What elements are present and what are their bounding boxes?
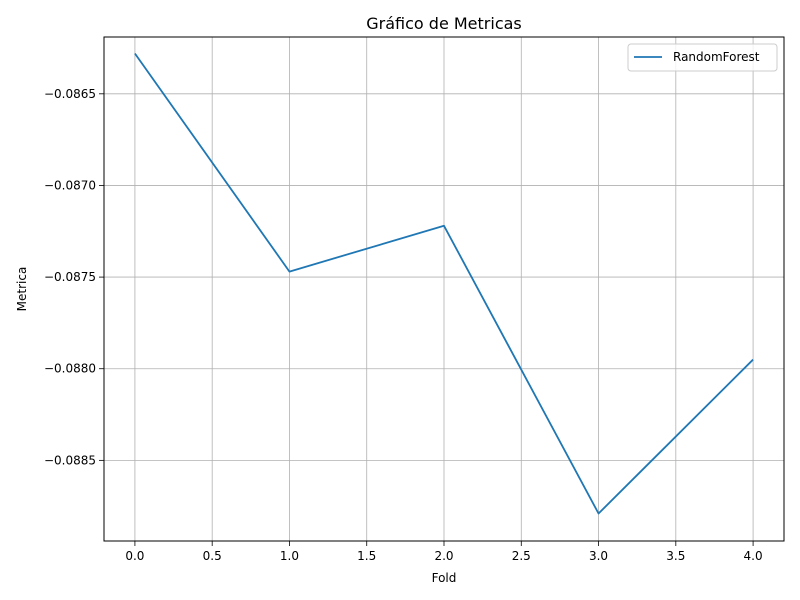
x-tick-label: 0.5: [203, 549, 222, 563]
x-tick-label: 3.0: [589, 549, 608, 563]
chart-title: Gráfico de Metricas: [366, 14, 522, 33]
x-tick-label: 2.0: [434, 549, 453, 563]
x-tick-label: 1.0: [280, 549, 299, 563]
y-tick-label: −0.0870: [44, 178, 96, 192]
y-tick-label: −0.0885: [44, 453, 96, 467]
plot-area: [134, 52, 754, 515]
x-axis: 0.0 0.5 1.0 1.5 2.0 2.5 3.0 3.5 4.0: [125, 541, 763, 563]
x-axis-label: Fold: [432, 571, 457, 585]
series-line: [134, 52, 754, 515]
legend-box: [627, 43, 778, 72]
y-axis: −0.0865 −0.0870 −0.0875 −0.0880 −0.0885: [44, 87, 104, 467]
y-tick-label: −0.0880: [44, 362, 96, 376]
x-tick-label: 4.0: [744, 549, 763, 563]
grid: [104, 37, 784, 541]
x-tick-label: 3.5: [666, 549, 685, 563]
legend: RandomForest: [627, 43, 778, 72]
x-tick-label: 2.5: [512, 549, 531, 563]
y-tick-label: −0.0865: [44, 87, 96, 101]
y-axis-label: Metrica: [15, 267, 29, 312]
x-tick-label: 1.5: [357, 549, 376, 563]
y-tick-label: −0.0875: [44, 270, 96, 284]
x-tick-label: 0.0: [125, 549, 144, 563]
legend-label: RandomForest: [673, 50, 760, 64]
